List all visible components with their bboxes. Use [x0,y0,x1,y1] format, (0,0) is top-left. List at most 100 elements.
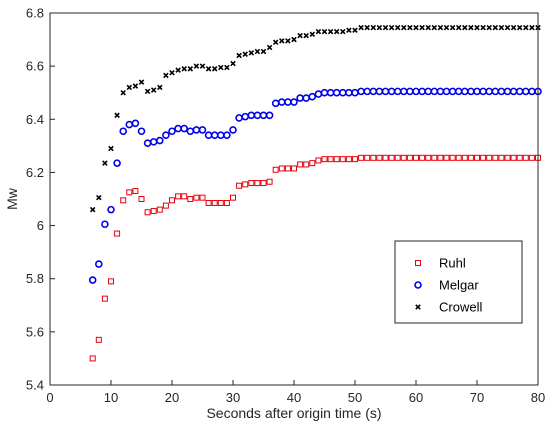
data-point-melgar [180,124,188,133]
data-point-ruhl [297,161,304,168]
data-point-ruhl [248,180,255,187]
legend-label-melgar: Melgar [439,278,479,293]
data-point-ruhl [413,154,419,161]
x-tick-label: 0 [46,390,53,405]
data-point-crowell [242,51,248,57]
data-point-crowell [163,72,169,79]
data-point-ruhl [89,355,96,362]
data-point-ruhl [382,154,389,161]
y-axis-label: Mw [4,187,20,210]
data-point-melgar [162,131,170,140]
data-point-melgar [119,127,127,136]
data-point-crowell [285,38,291,44]
data-point-crowell [181,66,187,72]
data-point-crowell [272,39,279,45]
data-point-crowell [388,24,395,31]
data-point-crowell [193,63,200,69]
data-point-crowell [333,28,340,35]
y-tick-label: 6 [37,218,44,233]
data-point-ruhl [211,199,218,206]
data-point-ruhl [291,165,297,172]
data-point-melgar [101,220,109,229]
data-point-ruhl [187,196,194,202]
data-point-crowell [266,44,273,51]
data-point-ruhl [327,156,334,163]
data-point-ruhl [449,154,456,161]
data-point-crowell [327,28,334,35]
data-point-crowell [474,24,480,31]
data-point-ruhl [309,160,316,167]
data-point-crowell [120,89,126,96]
data-point-crowell [321,28,328,35]
data-point-crowell [205,66,212,72]
data-point-ruhl [522,154,529,161]
data-point-ruhl [474,154,480,161]
data-point-crowell [358,24,364,31]
data-point-crowell [498,24,505,31]
data-point-ruhl [284,165,291,172]
data-point-crowell [132,83,139,89]
data-point-crowell [364,24,370,31]
x-tick-labels: 0 10 20 30 40 50 60 70 80 [46,390,545,405]
data-point-crowell [468,24,474,31]
data-point-ruhl [272,166,279,173]
data-point-ruhl [266,178,273,185]
data-point-crowell [279,38,285,44]
data-point-ruhl [467,154,474,161]
axis-ticks [49,12,539,386]
data-point-ruhl [242,181,249,188]
data-point-melgar [88,276,97,284]
data-point-ruhl [260,180,267,187]
data-point-crowell [340,28,346,35]
data-point-ruhl [376,154,383,161]
data-point-crowell [211,66,218,72]
data-point-melgar [265,111,274,120]
data-point-ruhl [504,154,511,161]
series-ruhl [89,154,541,362]
data-point-crowell [529,24,535,31]
data-point-crowell [492,24,499,31]
data-point-crowell [108,145,114,152]
series-melgar [88,87,542,284]
data-point-melgar [308,92,317,101]
data-point-crowell [150,87,157,93]
data-point-ruhl [120,197,127,204]
data-point-crowell [346,27,352,34]
data-point-crowell [419,24,425,31]
data-point-crowell [486,24,492,31]
data-point-ruhl [108,278,114,285]
x-tick-label: 80 [531,390,545,405]
data-point-crowell [102,160,108,166]
data-point-crowell [224,64,230,71]
data-point-ruhl [443,154,450,161]
data-point-ruhl [162,202,169,209]
data-point-crowell [455,24,462,31]
data-point-ruhl [394,154,401,161]
data-point-crowell [376,24,383,31]
y-tick-label: 6.2 [26,165,44,180]
data-point-crowell [89,206,96,213]
data-point-crowell [480,24,486,31]
data-point-ruhl [486,154,493,161]
legend-label-ruhl: Ruhl [439,256,466,271]
x-tick-label: 10 [104,390,118,405]
data-marks [88,24,542,362]
data-point-ruhl [498,154,505,161]
data-point-ruhl [114,230,121,237]
data-point-ruhl [455,154,462,161]
data-point-ruhl [437,154,444,161]
data-point-crowell [199,63,206,69]
data-point-crowell [437,24,444,31]
data-point-ruhl [138,196,145,202]
y-tick-label: 5.8 [26,271,44,286]
data-point-ruhl [358,154,365,161]
data-point-ruhl [126,189,133,196]
data-point-ruhl [303,161,310,168]
data-point-ruhl [236,182,243,189]
data-point-melgar [113,159,121,167]
data-point-crowell [510,24,517,31]
data-point-ruhl [480,154,487,161]
data-point-ruhl [254,180,261,187]
data-point-ruhl [516,154,523,161]
